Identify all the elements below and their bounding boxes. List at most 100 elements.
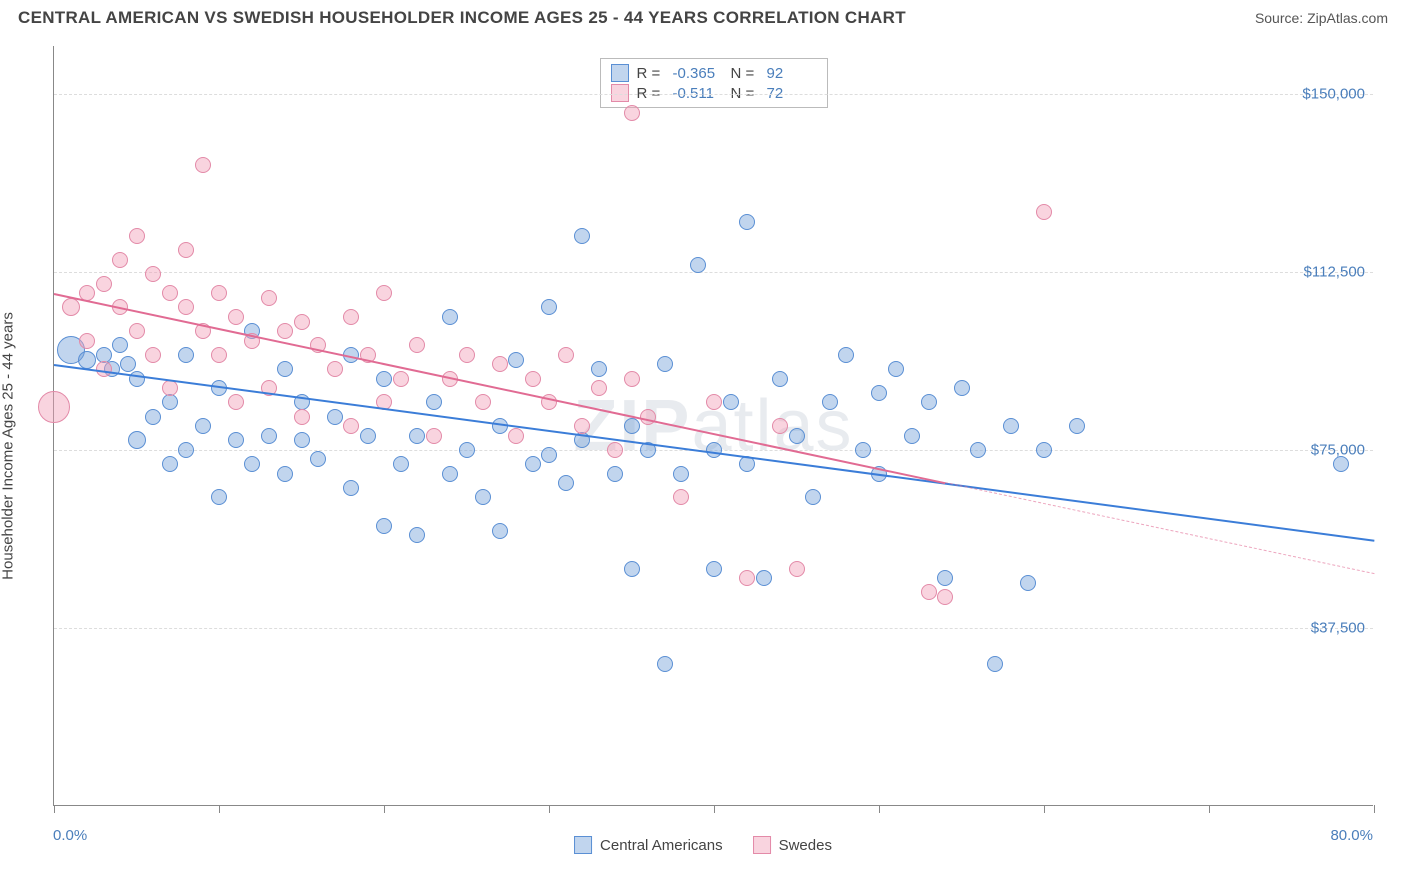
legend-label-1: Swedes: [779, 837, 832, 854]
data-point: [789, 561, 805, 577]
data-point: [211, 285, 227, 301]
data-point: [574, 418, 590, 434]
data-point: [1036, 442, 1052, 458]
x-tick: [219, 805, 220, 813]
data-point: [987, 656, 1003, 672]
stat-n-value-0: 92: [767, 65, 817, 82]
data-point: [789, 428, 805, 444]
data-point: [376, 518, 392, 534]
data-point: [112, 337, 128, 353]
y-tick-label: $37,500: [1311, 619, 1365, 636]
data-point: [673, 489, 689, 505]
chart-container: Householder Income Ages 25 - 44 years ZI…: [18, 36, 1388, 856]
data-point: [739, 570, 755, 586]
stat-legend: R = -0.365 N = 92 R = -0.511 N = 72: [600, 58, 828, 108]
data-point: [591, 380, 607, 396]
data-point: [327, 409, 343, 425]
y-axis-label: Householder Income Ages 25 - 44 years: [0, 312, 17, 580]
data-point: [343, 480, 359, 496]
data-point: [970, 442, 986, 458]
data-point: [79, 333, 95, 349]
source-label: Source: ZipAtlas.com: [1255, 10, 1388, 26]
data-point: [162, 394, 178, 410]
x-tick: [549, 805, 550, 813]
data-point: [360, 428, 376, 444]
data-point: [393, 456, 409, 472]
data-point: [624, 371, 640, 387]
data-point: [673, 466, 689, 482]
data-point: [459, 442, 475, 458]
data-point: [508, 428, 524, 444]
data-point: [426, 428, 442, 444]
data-point: [492, 356, 508, 372]
data-point: [657, 656, 673, 672]
x-tick: [714, 805, 715, 813]
data-point: [327, 361, 343, 377]
data-point: [393, 371, 409, 387]
plot-area: ZIPatlas R = -0.365 N = 92 R = -0.511 N …: [53, 46, 1373, 806]
trend-line: [945, 482, 1374, 574]
data-point: [376, 285, 392, 301]
data-point: [112, 252, 128, 268]
data-point: [228, 309, 244, 325]
data-point: [558, 475, 574, 491]
data-point: [1003, 418, 1019, 434]
data-point: [162, 380, 178, 396]
x-tick: [879, 805, 880, 813]
data-point: [855, 442, 871, 458]
x-tick: [54, 805, 55, 813]
data-point: [228, 394, 244, 410]
data-point: [442, 466, 458, 482]
data-point: [492, 523, 508, 539]
data-point: [294, 314, 310, 330]
data-point: [459, 347, 475, 363]
data-point: [508, 352, 524, 368]
data-point: [261, 428, 277, 444]
data-point: [277, 466, 293, 482]
data-point: [129, 323, 145, 339]
grid-line: [54, 628, 1373, 629]
data-point: [739, 214, 755, 230]
data-point: [921, 394, 937, 410]
data-point: [38, 391, 70, 423]
data-point: [607, 466, 623, 482]
data-point: [178, 299, 194, 315]
data-point: [294, 432, 310, 448]
data-point: [376, 371, 392, 387]
data-point: [426, 394, 442, 410]
stat-n-label-0: N =: [731, 65, 759, 82]
x-axis-max-label: 80.0%: [1330, 827, 1373, 844]
data-point: [558, 347, 574, 363]
data-point: [409, 428, 425, 444]
data-point: [244, 456, 260, 472]
data-point: [475, 489, 491, 505]
data-point: [624, 418, 640, 434]
data-point: [1333, 456, 1349, 472]
data-point: [805, 489, 821, 505]
stat-row-0: R = -0.365 N = 92: [611, 63, 817, 83]
data-point: [62, 298, 80, 316]
data-point: [706, 394, 722, 410]
data-point: [888, 361, 904, 377]
bottom-legend: Central Americans Swedes: [574, 836, 832, 854]
swatch-0: [611, 64, 629, 82]
data-point: [772, 418, 788, 434]
chart-title: CENTRAL AMERICAN VS SWEDISH HOUSEHOLDER …: [18, 8, 906, 28]
data-point: [624, 105, 640, 121]
data-point: [261, 290, 277, 306]
data-point: [541, 299, 557, 315]
data-point: [145, 266, 161, 282]
y-tick-label: $112,500: [1304, 263, 1365, 280]
data-point: [525, 456, 541, 472]
grid-line: [54, 94, 1373, 95]
data-point: [838, 347, 854, 363]
data-point: [129, 228, 145, 244]
data-point: [294, 409, 310, 425]
x-tick: [1209, 805, 1210, 813]
stat-r-value-0: -0.365: [673, 65, 723, 82]
data-point: [178, 442, 194, 458]
data-point: [96, 276, 112, 292]
data-point: [145, 347, 161, 363]
data-point: [128, 431, 146, 449]
trend-line: [54, 364, 1374, 542]
